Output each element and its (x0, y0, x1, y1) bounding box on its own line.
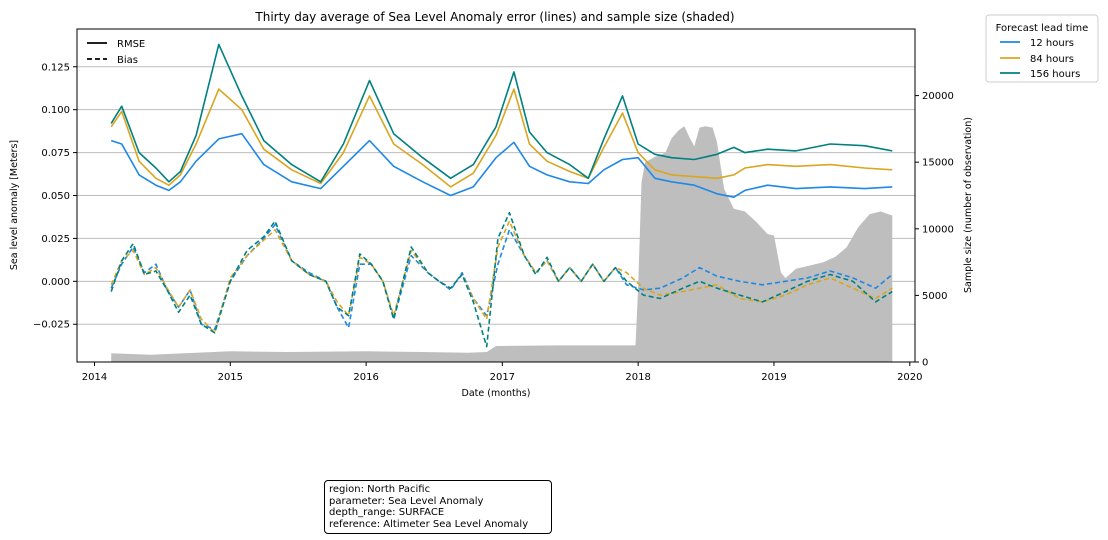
legend-bias-label: Bias (117, 55, 138, 66)
y-tick-label: −0.025 (33, 320, 70, 331)
y2-tick-label: 0 (922, 358, 928, 369)
plot-area (76, 28, 916, 363)
x-tick-label: 2019 (761, 372, 786, 383)
legend-84h-label: 84 hours (1030, 54, 1074, 65)
y-tick-label: 0.075 (41, 148, 70, 159)
x-tick-label: 2015 (218, 372, 243, 383)
y-axis-label: Sea level anomaly [Meters] (9, 140, 20, 270)
x-tick-label: 2018 (625, 372, 650, 383)
legend-156h-label: 156 hours (1030, 69, 1080, 80)
info-box: region: North Pacific parameter: Sea Lev… (324, 480, 552, 534)
y2-axis-ticks: 0 5000 10000 15000 20000 (915, 91, 954, 369)
x-tick-label: 2017 (490, 372, 515, 383)
sample-size-area (111, 126, 893, 362)
series-rmse-84-hours (110, 88, 893, 188)
series-rmse-12-hours (110, 132, 893, 198)
info-region: region: North Pacific (329, 484, 431, 495)
info-parameter: parameter: Sea Level Anomaly (329, 495, 484, 507)
gridlines (77, 66, 915, 325)
x-tick-label: 2016 (353, 372, 378, 383)
y-tick-label: 0.100 (41, 105, 70, 116)
y-tick-label: 0.050 (41, 191, 70, 202)
series-bias-12-hours (110, 223, 893, 331)
sample-size-shade (111, 126, 893, 362)
x-axis-ticks: 2014 2015 2016 2017 2018 2019 2020 (82, 362, 923, 383)
y2-tick-label: 5000 (922, 291, 947, 302)
info-depth-range: depth_range: SURFACE (329, 507, 445, 518)
chart-title: Thirty day average of Sea Level Anomaly … (254, 10, 734, 24)
legend-rmse-label: RMSE (117, 39, 145, 50)
series-bias-156-hours (110, 211, 893, 348)
series-rmse-156-hours (110, 43, 893, 183)
series-lines (110, 43, 893, 348)
x-axis-label: Date (months) (462, 388, 531, 399)
y-tick-label: 0.000 (41, 277, 70, 288)
legend-12h-label: 12 hours (1030, 38, 1074, 49)
lead-time-legend-frame (985, 14, 1099, 83)
x-tick-label: 2020 (897, 372, 922, 383)
lead-time-legend: Forecast lead time 12 hours 84 hours 156… (985, 14, 1099, 83)
y-axis-ticks: −0.025 0.000 0.025 0.050 0.075 0.100 0.125 (33, 62, 77, 331)
y-tick-label: 0.125 (41, 62, 70, 73)
x-tick-label: 2014 (82, 372, 107, 383)
y-tick-label: 0.025 (41, 234, 70, 245)
y2-tick-label: 15000 (922, 158, 954, 169)
info-reference: reference: Altimeter Sea Level Anomaly (329, 518, 529, 530)
y2-axis-label: Sample size (number of observation) (963, 117, 974, 293)
style-legend: RMSE Bias (87, 39, 145, 66)
lead-time-legend-title: Forecast lead time (996, 23, 1089, 34)
y2-tick-label: 10000 (922, 224, 954, 235)
y2-tick-label: 20000 (922, 91, 954, 102)
